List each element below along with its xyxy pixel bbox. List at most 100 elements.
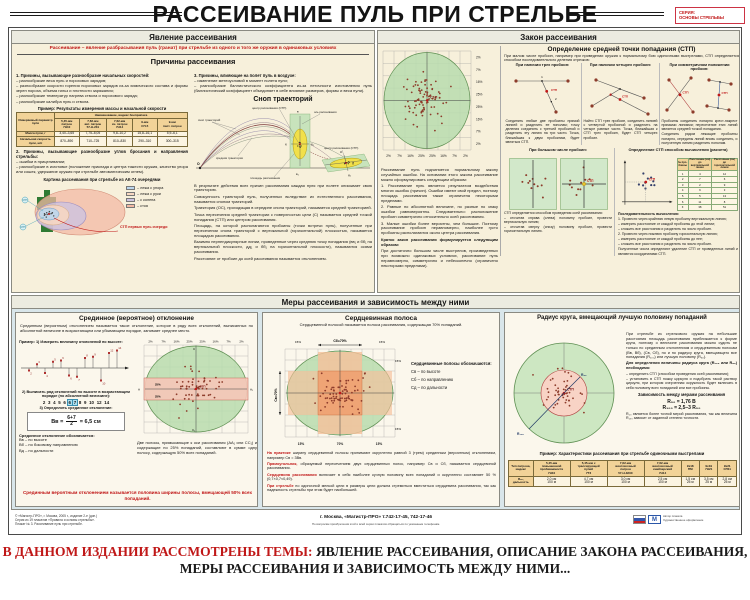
r50-col-header: 9х18 ПМ (680, 460, 701, 477)
list-item: Вд – по дальности (19, 447, 54, 453)
ctp-label: СТП (587, 179, 594, 183)
stem-value: 7 (78, 378, 80, 382)
symmetric-cross-diagram: СТП (664, 76, 695, 114)
paragraph: Рассеивание пуль подчиняется нормальному… (381, 167, 498, 182)
formula-numerator: 6+7 (65, 414, 78, 422)
list-item: – отсчитав сверху (снизу) половину пробо… (504, 225, 612, 234)
area-label: площадь рассеивания (250, 176, 281, 180)
publisher-contact-note: По вопросам приобретения этой и всей сер… (311, 521, 441, 526)
r50-col-header: 5,45-мм повышенной пробиваемости 7Н10 (532, 460, 571, 477)
tick-label: 16% (407, 154, 414, 158)
many-holes-block: При большом числе пробоин: (504, 147, 614, 256)
hit-dot (567, 371, 570, 374)
r50-col-header: 7,62-мм винтовочный патрон 57-Н-323С (606, 460, 645, 477)
hit-dot (337, 386, 340, 389)
stem-value: 9 (94, 352, 96, 356)
hit-dot (191, 381, 194, 384)
hit-dot (198, 370, 200, 373)
hit-dots (172, 365, 224, 419)
hit-dot (570, 186, 573, 189)
hit-dot (344, 386, 347, 388)
hit-dot (650, 176, 653, 179)
ctp-point (678, 93, 681, 97)
paragraph-rest: по одиночной мелкой цели в размеры цели … (267, 483, 496, 493)
median-band-note: Две полосы, примыкающие к оси рассеивани… (137, 440, 257, 455)
axis-letter-c: С (193, 347, 196, 351)
stem-value: 3 (38, 360, 40, 364)
center-label-2: центр рассеивания (СТП) (324, 146, 358, 150)
median-step3: 3) Определить срединное отклонение: (39, 406, 113, 410)
r50-col0-header: Тип патрона, индекс (508, 460, 534, 477)
hit-dot (332, 386, 335, 389)
paragraph: 3. Малые ошибки более вероятны, чем боль… (381, 220, 498, 236)
paragraph: 2. Равные по абсолютной величине, но раз… (381, 204, 498, 220)
hit-dot (430, 106, 433, 108)
method-label: При наличии четырех пробоин: (589, 62, 652, 67)
hit-dot (419, 92, 422, 94)
hit-dot (324, 406, 326, 408)
calc-seq-title: Последовательность вычисления: (618, 211, 679, 216)
list-item: Сд – по дальности (411, 385, 448, 391)
legend-chip-prone-rest (126, 185, 135, 191)
leader (237, 137, 253, 156)
series-line1: СЕРИЯ: (679, 9, 696, 15)
hit-dot (566, 392, 568, 394)
hit-dot (358, 412, 361, 414)
median-red-note: Срединным вероятным отклонением называет… (22, 490, 253, 502)
cause3-title: 3. Причины, влияющие на полет пуль в воз… (194, 73, 296, 78)
tick-label: 15% (298, 442, 305, 446)
causes-title: Причины рассеивания (150, 57, 236, 67)
paragraph: Траектория (ОС), проходящая в середине с… (194, 205, 372, 211)
hit-dot (344, 400, 346, 402)
table-cell: 710–725 (78, 136, 108, 147)
ammo-table: Измеряемый параметр пули Наименование, и… (16, 112, 189, 147)
tick-label: 25% (199, 340, 205, 344)
hit-dots (402, 70, 452, 132)
paragraph-lead: На практике (267, 451, 291, 455)
footer-line-2: МЕРЫ РАССЕИВАНИЯ И ЗАВИСИМОСТЬ МЕЖДУ НИМ… (179, 560, 571, 576)
hit-dot (420, 81, 423, 83)
hit-dot (45, 216, 47, 218)
paragraph: Расстояние от пробоин до осей рассеивани… (194, 255, 327, 261)
hit-dot (364, 372, 366, 374)
ak74-dispersion-diagram: СТП СТП – лежа с упора – лежа с руки – с… (16, 183, 188, 245)
series-badge: СЕРИЯ: ОСНОВЫ СТРЕЛЬБЫ (675, 7, 745, 24)
list-item: – разнообразие веса пуль и пороховых зар… (16, 77, 107, 83)
table-cell: 300–315 (156, 136, 189, 147)
hit-dot (408, 110, 411, 113)
hit-dot (201, 387, 204, 390)
three-holes-diagram: 1 СТП 2 (513, 75, 570, 114)
trajectory (199, 117, 298, 168)
list-item: Вб – по боковому направлению (19, 442, 78, 448)
percent-scale-top: 2% 7% 16% 25% 25% 16% 7% 2% (148, 340, 244, 344)
tick-label: 15% (376, 442, 383, 446)
hit-dot (417, 99, 420, 102)
tick-label: 25% (429, 154, 436, 158)
hit-dot (190, 394, 193, 396)
hit-dot (176, 381, 178, 383)
hit-dot (653, 183, 656, 187)
hit-dot (345, 388, 347, 391)
legend-label: – с колена (137, 198, 156, 203)
median-step2: 2) Выписать ряд отклонений по высоте в в… (22, 390, 130, 398)
hit-dot (557, 390, 560, 393)
hit-dot (346, 390, 348, 393)
ctp-label: СТП (649, 177, 656, 181)
panel-phenomenon-title: Явление рассеивания (12, 31, 374, 44)
hit-dot (191, 383, 194, 386)
paragraph: 1. Рассеивание пуль является результатом… (381, 183, 498, 203)
calc-col-header: Расстояние (см) до горизонтальной линии (711, 157, 738, 172)
hit-dot (406, 88, 408, 91)
hit-dot (415, 80, 417, 83)
hit-dot (450, 85, 452, 88)
hit-dot (209, 380, 211, 382)
sequence-number: 2 (42, 399, 46, 405)
letter: в (297, 109, 299, 113)
target-head (44, 189, 50, 197)
tick-label: 16% (212, 340, 218, 344)
radius-note: R₅₀ является более точной мерой рассеива… (626, 412, 737, 421)
tick-label: 25% (418, 154, 425, 158)
many-holes-caption: СТП определяется способом проведения осе… (504, 210, 603, 215)
formula-rhs: = 6,5 см (79, 418, 101, 425)
stem-value: 14 (118, 346, 122, 350)
